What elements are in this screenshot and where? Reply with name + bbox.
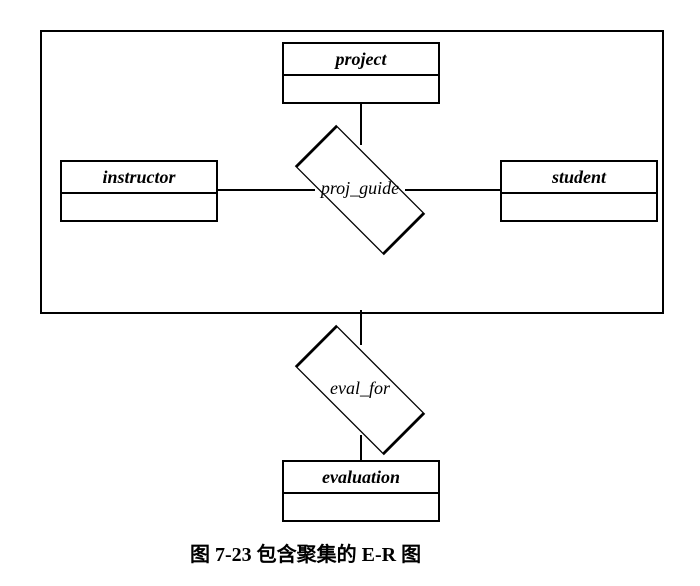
entity-project-body: [284, 76, 438, 108]
figure-caption: 图 7-23 包含聚集的 E-R 图: [190, 538, 421, 567]
entity-evaluation-body: [284, 494, 438, 526]
edge: [405, 189, 500, 191]
edge: [360, 104, 362, 145]
entity-project-label: project: [284, 44, 438, 76]
edge: [360, 310, 362, 345]
er-diagram-canvas: project instructor student evaluation pr…: [20, 20, 680, 566]
entity-instructor: instructor: [60, 160, 218, 222]
entity-student-label: student: [502, 162, 656, 194]
entity-student: student: [500, 160, 658, 222]
edge: [218, 189, 315, 191]
entity-instructor-body: [62, 194, 216, 226]
entity-evaluation: evaluation: [282, 460, 440, 522]
edge: [360, 435, 362, 460]
entity-evaluation-label: evaluation: [284, 462, 438, 494]
entity-student-body: [502, 194, 656, 226]
entity-project: project: [282, 42, 440, 104]
entity-instructor-label: instructor: [62, 162, 216, 194]
